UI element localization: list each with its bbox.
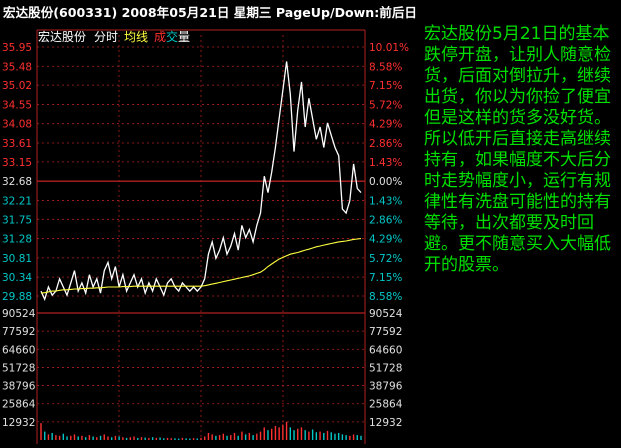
volume-tick-label-left: 12932	[2, 417, 35, 429]
volume-tick-label-right: 90524	[369, 308, 403, 320]
price-axis-labels: 35.95 35.48 35.02 34.55 34.08 33.61 33.15 32.68…	[2, 42, 32, 303]
percent-tick-label: 1.43%	[369, 195, 402, 207]
annotation-text: 宏达股份5月21日的基本跌停开盘，让别人随意检货，后面对倒拉升，继续出货，你以为…	[424, 24, 611, 275]
volume-tick-label-right: 51728	[369, 362, 402, 374]
volume-tick-label-right: 12932	[369, 417, 402, 429]
percent-tick-label: 0.00%	[369, 176, 402, 188]
volume-tick-label-left: 51728	[2, 362, 35, 374]
percent-tick-label: 8.58%	[369, 291, 402, 303]
price-tick-label: 30.81	[2, 253, 32, 265]
price-tick-label: 34.55	[2, 99, 32, 111]
volume-tick-label-left: 90524	[2, 308, 36, 320]
volume-tick-label-right: 25864	[369, 399, 403, 411]
price-tick-label: 33.61	[2, 138, 32, 150]
price-tick-label: 29.88	[2, 291, 32, 303]
chart-grid	[36, 29, 366, 444]
price-tick-label: 31.28	[2, 234, 32, 246]
percent-tick-label: 10.01%	[369, 42, 409, 54]
volume-tick-label-right: 77592	[369, 326, 402, 338]
volume-tick-label-left: 77592	[2, 326, 35, 338]
percent-tick-label: 1.43%	[369, 157, 402, 169]
percent-tick-label: 4.29%	[369, 234, 402, 246]
avg-price-line	[40, 238, 362, 294]
chart-title: 宏达股份(600331) 2008年05月21日 星期三 PageUp/Down…	[3, 5, 417, 20]
volume-tick-label-left: 25864	[2, 399, 36, 411]
price-tick-label: 30.34	[2, 272, 32, 284]
price-tick-label: 32.21	[2, 195, 32, 207]
price-tick-label: 33.15	[2, 157, 32, 169]
price-line	[40, 61, 362, 302]
percent-tick-label: 5.72%	[369, 99, 402, 111]
price-tick-label: 35.02	[2, 80, 32, 92]
volume-tick-label-right: 64660	[369, 344, 402, 356]
volume-label-3: 量	[178, 30, 190, 44]
percent-tick-label: 7.15%	[369, 272, 402, 284]
percent-tick-label: 4.29%	[369, 119, 402, 131]
percent-axis-labels: 10.01% 8.58% 7.15% 5.72% 4.29% 2.86% 1.43% 0.00…	[369, 42, 409, 303]
price-tick-label: 35.95	[2, 42, 32, 54]
price-lines	[40, 61, 362, 302]
price-tick-label: 32.68	[2, 176, 32, 188]
percent-tick-label: 2.86%	[369, 138, 402, 150]
avg-line-label: 均线	[124, 30, 148, 44]
percent-tick-label: 2.86%	[369, 214, 402, 226]
percent-tick-label: 7.15%	[369, 80, 402, 92]
price-tick-label: 34.08	[2, 119, 32, 131]
volume-tick-label-left: 38796	[2, 381, 36, 393]
price-tick-label: 31.75	[2, 214, 32, 226]
volume-label-1: 成	[154, 30, 166, 44]
mode-label: 分时	[94, 30, 118, 44]
volume-tick-label-left: 64660	[2, 344, 35, 356]
stock-name-label: 宏达股份	[38, 29, 86, 44]
volume-tick-label-right: 38796	[369, 381, 403, 393]
volume-bars	[40, 421, 362, 440]
percent-tick-label: 8.58%	[369, 61, 402, 73]
volume-axis-labels: 90524 90524 77592 77592 64660 64660 51728 51728…	[2, 308, 403, 429]
volume-label-2: 交	[166, 29, 178, 44]
percent-tick-label: 5.72%	[369, 253, 402, 265]
price-tick-label: 35.48	[2, 61, 32, 73]
